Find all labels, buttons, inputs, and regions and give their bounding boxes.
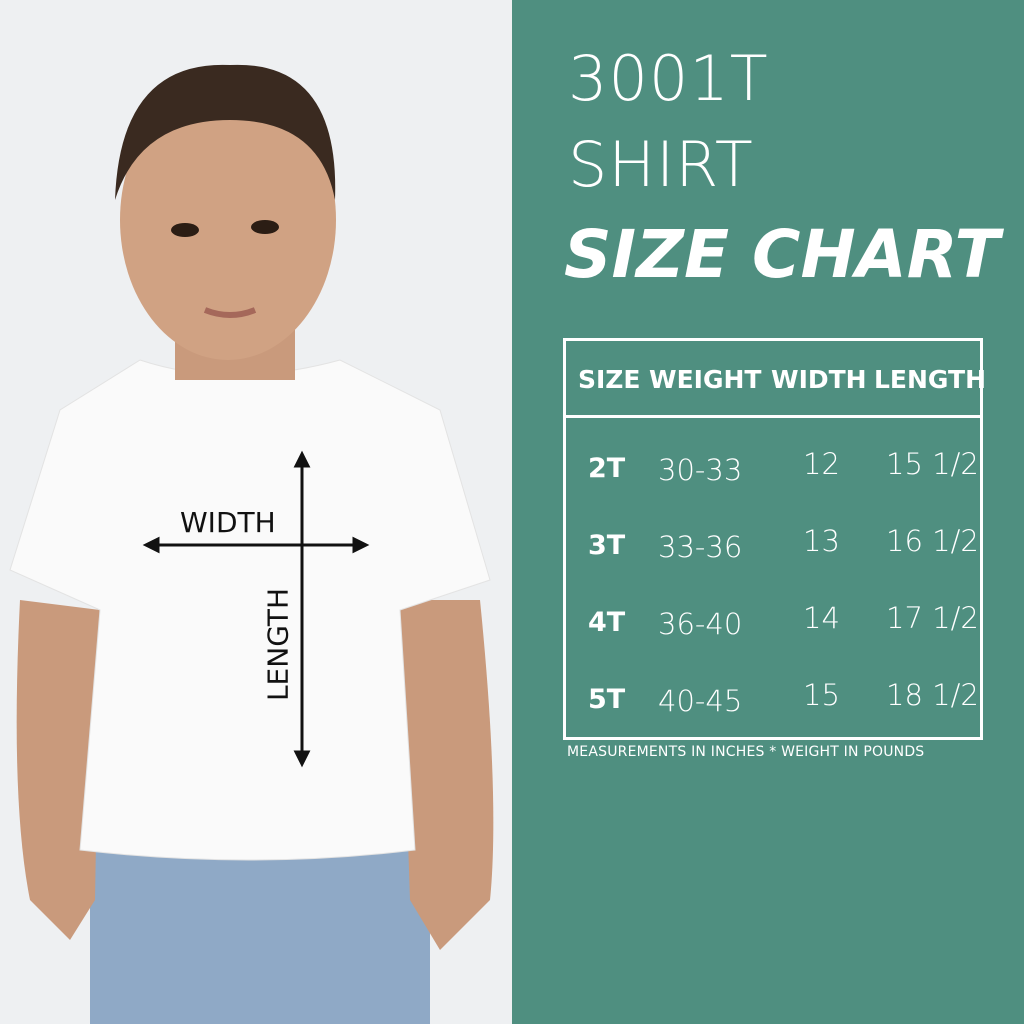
table-row: 3T 33-36 13 16 1/2	[566, 524, 980, 570]
table-row: 4T 36-40 14 17 1/2	[566, 601, 980, 647]
left-arm	[16, 600, 101, 940]
chart-title: SIZE CHART	[564, 216, 1000, 293]
measurement-arrows	[142, 450, 370, 768]
cell-weight: 36-40	[658, 607, 743, 641]
child-in-tshirt-illustration	[9, 64, 494, 1024]
right-arm	[400, 600, 494, 950]
cell-weight: 33-36	[658, 530, 743, 564]
cell-length: 16 1/2	[886, 524, 979, 558]
cell-width: 12	[803, 447, 840, 481]
face	[120, 80, 336, 360]
size-table: SIZE WEIGHT WIDTH LENGTH 2T 30-33 12 15 1/2…	[563, 338, 986, 740]
product-photo: WIDTH LENGTH	[0, 0, 512, 1024]
cell-width: 13	[803, 524, 840, 558]
table-row: 2T 30-33 12 15 1/2	[566, 447, 980, 493]
hair	[115, 64, 336, 201]
width-label: WIDTH	[180, 506, 276, 539]
table-row: 5T 40-45 15 18 1/2	[566, 678, 980, 724]
header-size: SIZE	[578, 365, 641, 394]
cell-width: 15	[803, 678, 840, 712]
cell-width: 14	[803, 601, 840, 635]
product-type: SHIRT	[568, 128, 754, 201]
header-weight: WEIGHT	[649, 365, 762, 394]
measurement-note: MEASUREMENTS IN INCHES * WEIGHT IN POUND…	[567, 744, 925, 760]
cell-size: 4T	[588, 607, 626, 638]
cell-weight: 30-33	[658, 453, 743, 487]
cell-weight: 40-45	[658, 684, 743, 718]
cell-length: 18 1/2	[886, 678, 979, 712]
length-label: LENGTH	[261, 587, 295, 702]
product-code: 3001T	[568, 42, 769, 115]
cell-size: 2T	[588, 453, 626, 484]
cell-length: 17 1/2	[886, 601, 979, 635]
header-length: LENGTH	[874, 365, 986, 394]
header-width: WIDTH	[771, 365, 867, 394]
size-chart-panel: 3001T SHIRT SIZE CHART SIZE WEIGHT WIDTH…	[512, 0, 1024, 1024]
cell-size: 5T	[588, 684, 626, 715]
cell-length: 15 1/2	[886, 447, 979, 481]
table-header: SIZE WEIGHT WIDTH LENGTH	[566, 341, 986, 418]
cell-size: 3T	[588, 530, 626, 561]
